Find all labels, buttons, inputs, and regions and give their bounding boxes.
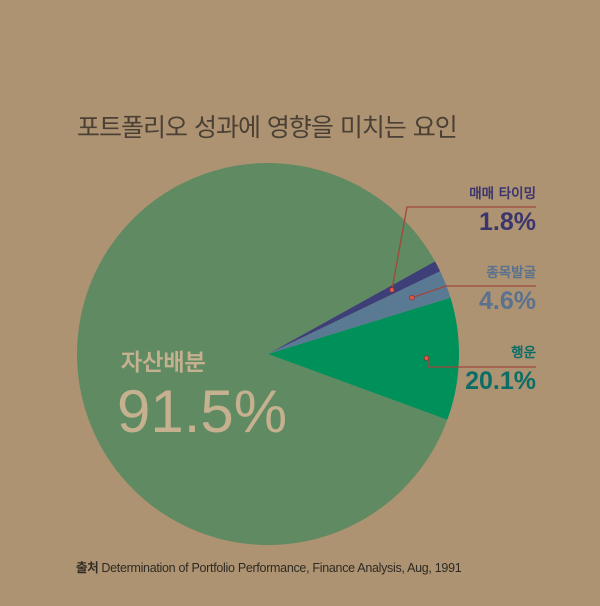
pie-slice-selection	[268, 271, 451, 354]
label-timing-value: 1.8%	[479, 208, 536, 236]
leader-dot-timing	[389, 287, 395, 293]
source-note: 출처 Determination of Portfolio Performance…	[76, 557, 462, 576]
source-text: Determination of Portfolio Performance, …	[101, 561, 462, 575]
label-allocation-value: 91.5%	[117, 378, 287, 445]
pie-slice-allocation	[76, 163, 448, 546]
pie-slice-timing	[268, 261, 441, 354]
label-luck-value: 20.1%	[465, 367, 536, 395]
label-luck-name: 행운	[511, 345, 536, 361]
source-prefix: 출처	[76, 560, 99, 575]
label-allocation-name: 자산배분	[121, 350, 206, 376]
label-timing-name: 매매 타이밍	[469, 185, 536, 202]
leader-line-timing	[391, 206, 536, 291]
chart-title: 포트폴리오 성과에 영향을 미치는 요인	[77, 113, 458, 142]
leader-line-selection	[411, 285, 536, 299]
pie-slice-luck	[268, 297, 459, 420]
leader-dot-selection	[409, 294, 415, 301]
label-selection-name: 종목발굴	[486, 264, 536, 281]
leader-dot-luck	[423, 355, 430, 361]
label-selection-value: 4.6%	[479, 287, 536, 315]
